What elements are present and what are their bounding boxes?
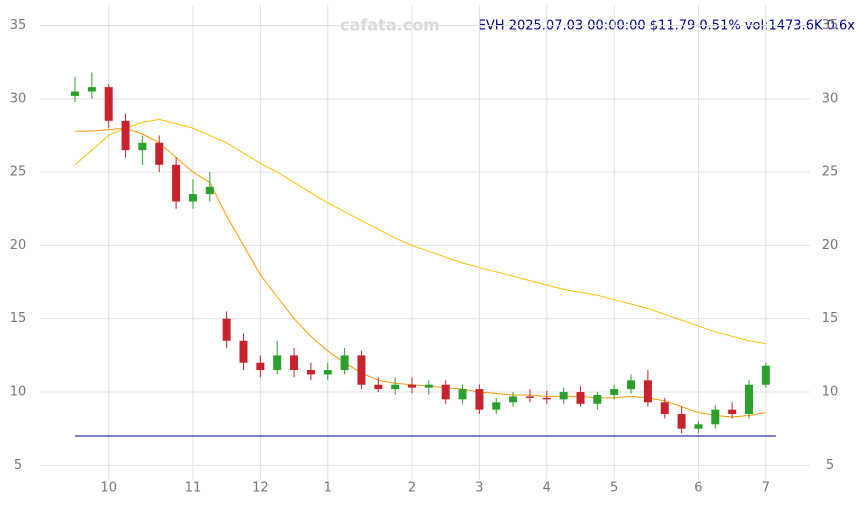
x-tick-label: 4 bbox=[543, 481, 551, 496]
candle-body bbox=[340, 355, 349, 371]
y-tick-label-right: 15 bbox=[822, 311, 839, 326]
candle-body bbox=[188, 194, 197, 202]
candle-body bbox=[323, 370, 332, 375]
x-tick-label: 6 bbox=[694, 481, 702, 496]
y-tick-label: 35 bbox=[10, 18, 27, 33]
y-tick-label: 10 bbox=[10, 385, 27, 400]
y-tick-label-right: 20 bbox=[822, 238, 839, 253]
candle-body bbox=[104, 87, 113, 121]
y-tick-label-right: 25 bbox=[822, 165, 839, 180]
candle-body bbox=[627, 380, 636, 390]
candle-body bbox=[273, 355, 282, 371]
candle-body bbox=[441, 384, 450, 400]
candle-body bbox=[475, 389, 484, 410]
candle-body bbox=[458, 389, 467, 400]
x-tick-label: 11 bbox=[185, 481, 202, 496]
x-tick-label: 5 bbox=[610, 481, 618, 496]
candle-body bbox=[559, 392, 568, 400]
candle-body bbox=[694, 424, 703, 429]
candle-body bbox=[542, 397, 551, 400]
candle-body bbox=[391, 384, 400, 390]
y-tick-label: 5 bbox=[14, 458, 22, 473]
y-tick-label: 15 bbox=[10, 311, 27, 326]
candle-body bbox=[290, 355, 299, 371]
candle-body bbox=[424, 384, 433, 388]
y-tick-label: 20 bbox=[10, 238, 27, 253]
candle-body bbox=[155, 142, 164, 165]
candle-body bbox=[239, 340, 248, 363]
candle-body bbox=[660, 402, 669, 415]
y-tick-label-right: 5 bbox=[826, 458, 834, 473]
candle-body bbox=[71, 91, 79, 96]
y-tick-label-right: 30 bbox=[822, 91, 839, 106]
candle-body bbox=[677, 414, 686, 429]
candle-body bbox=[643, 380, 652, 403]
x-tick-label: 12 bbox=[252, 481, 269, 496]
y-tick-label-right: 10 bbox=[822, 385, 839, 400]
candle-body bbox=[509, 396, 518, 403]
candle-body bbox=[306, 370, 315, 375]
candle-body bbox=[256, 362, 265, 371]
candle-body bbox=[374, 384, 383, 390]
watermark: cafata.com bbox=[340, 16, 440, 35]
candle-body bbox=[357, 355, 366, 385]
x-tick-label: 10 bbox=[100, 481, 117, 496]
candle-body bbox=[121, 120, 130, 151]
candle-body bbox=[610, 389, 619, 395]
candle-body bbox=[711, 409, 720, 425]
moving-average bbox=[74, 118, 766, 345]
candle-body bbox=[593, 394, 602, 404]
candle-body bbox=[172, 164, 181, 202]
y-tick-label: 30 bbox=[10, 91, 27, 106]
x-tick-label: 1 bbox=[324, 481, 332, 496]
candle-body bbox=[408, 384, 416, 388]
y-tick-label: 25 bbox=[10, 165, 27, 180]
candle-body bbox=[492, 402, 501, 410]
candle-body bbox=[525, 396, 534, 398]
candle-body bbox=[745, 384, 753, 415]
x-tick-label: 7 bbox=[762, 481, 770, 496]
candle-body bbox=[138, 142, 147, 151]
candle-body bbox=[761, 365, 770, 385]
candle-body bbox=[205, 186, 214, 195]
candle-body bbox=[222, 318, 231, 341]
x-tick-label: 2 bbox=[408, 481, 416, 496]
x-tick-label: 3 bbox=[475, 481, 483, 496]
candle-body bbox=[576, 392, 585, 404]
candle-body bbox=[87, 87, 96, 92]
y-tick-label-right: 35 bbox=[822, 18, 839, 33]
candle-body bbox=[728, 409, 737, 415]
